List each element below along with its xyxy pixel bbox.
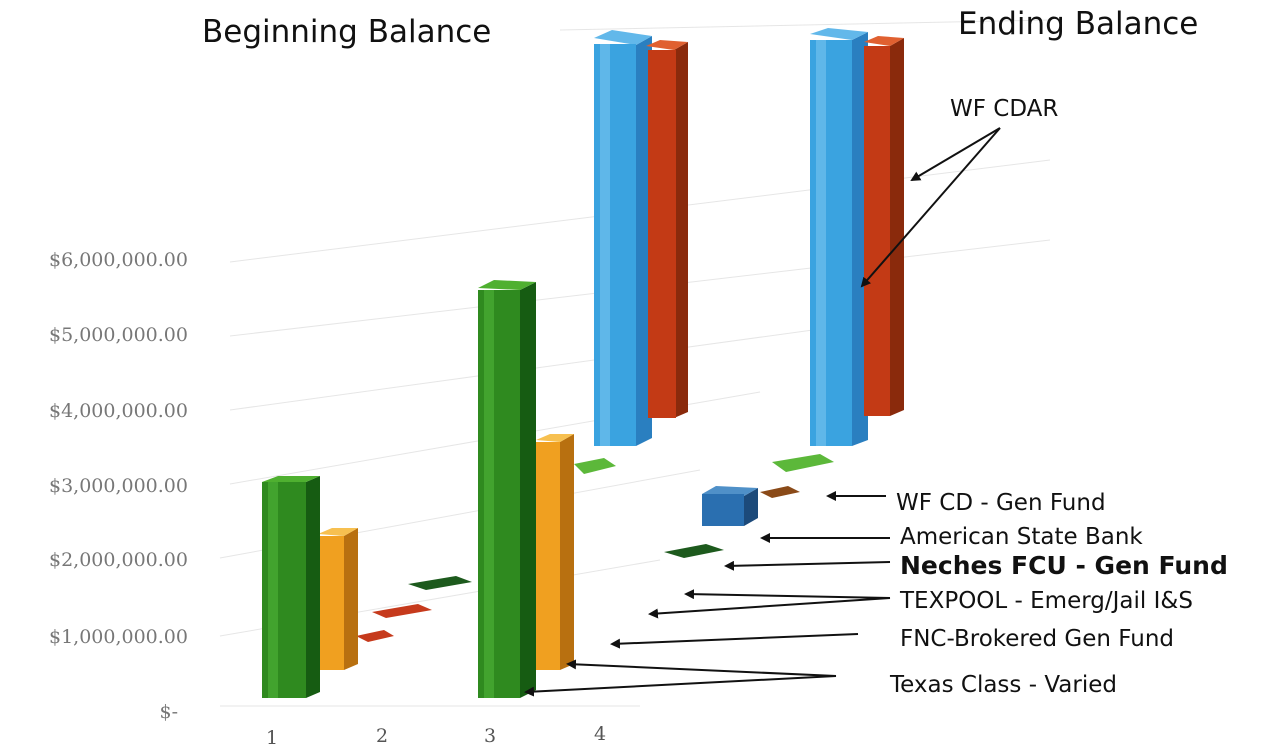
gridline [229, 317, 901, 411]
bar-face [702, 486, 758, 496]
label-texpool: TEXPOOL - Emerg/Jail I&S [899, 588, 1193, 614]
bar-face [344, 528, 358, 670]
bar-fnc-1 [318, 528, 358, 670]
arrow-texas-1 [566, 659, 837, 677]
bar-face [536, 434, 574, 442]
x-tick-2: 2 [376, 725, 388, 747]
marker-dark-green-1 [664, 544, 724, 558]
bar-face [594, 30, 652, 45]
bar-second-beginning [646, 40, 688, 418]
marker-brown [760, 486, 800, 498]
bar-front [810, 40, 852, 446]
bar-front-shine [484, 290, 494, 698]
bar-texas-1 [262, 476, 320, 698]
label-fnc: FNC-Brokered Gen Fund [900, 626, 1174, 652]
bar-front-shine [816, 40, 826, 446]
gridline [559, 19, 1051, 31]
bar-face [864, 36, 904, 46]
y-tick-2: $2,000,000.00 [49, 549, 188, 571]
bar-face [560, 434, 574, 670]
beginning-balance-title: Beginning Balance [202, 14, 491, 50]
bar-face [478, 280, 536, 290]
y-tick-0: $- [159, 701, 178, 723]
bar-wf-cdar-beginning [594, 30, 652, 446]
marker-green-light-1 [574, 458, 616, 474]
arrow-texpool-2 [648, 597, 891, 619]
label-wf-cdar: WF CDAR [950, 96, 1058, 122]
bar-wf-cdar-ending [810, 28, 868, 446]
arrow-wf-cdar-1 [910, 127, 1001, 182]
bar-front-shine [268, 482, 278, 698]
bar-face [318, 528, 358, 536]
y-tick-4: $4,000,000.00 [49, 400, 188, 422]
bar-face [890, 38, 904, 416]
label-neches: Neches FCU - Gen Fund [900, 551, 1228, 580]
bar-front [702, 494, 744, 526]
x-tick-1: 1 [266, 727, 278, 749]
bar-face [520, 282, 536, 698]
y-tick-5: $5,000,000.00 [49, 324, 188, 346]
marker-green-light-2 [772, 454, 834, 472]
arrow-wf-cdar-2 [860, 127, 1001, 288]
marker-red-2 [356, 630, 394, 642]
bar-face [262, 476, 320, 482]
bar-front [478, 290, 520, 698]
bar-front [864, 46, 890, 416]
bar-wf-cd [702, 486, 758, 526]
bar-face [306, 476, 320, 698]
bar-face [744, 488, 758, 526]
bar-face [674, 42, 688, 418]
bar-fnc-3 [536, 434, 574, 670]
arrow-texpool-1 [684, 589, 891, 600]
marker-dark-green-2 [408, 576, 472, 590]
ending-balance-title: Ending Balance [958, 6, 1198, 42]
x-tick-4: 4 [594, 723, 606, 745]
bar-front [318, 536, 344, 670]
bar-front [594, 44, 636, 446]
bar-second-ending [864, 36, 904, 416]
label-american: American State Bank [900, 524, 1143, 550]
arrow-fnc [610, 633, 859, 649]
y-tick-1: $1,000,000.00 [49, 626, 188, 648]
label-texas: Texas Class - Varied [889, 672, 1117, 698]
x-axis: 1 2 3 4 [266, 723, 606, 749]
x-tick-3: 3 [484, 725, 496, 747]
arrow-texas-2 [524, 675, 837, 697]
bar-face [810, 28, 868, 40]
bar-front [536, 442, 560, 670]
annotations: WF CDAR WF CD - Gen Fund American State … [524, 96, 1228, 698]
bar-front [648, 50, 676, 418]
y-tick-6: $6,000,000.00 [49, 249, 188, 271]
bar-front-shine [600, 44, 610, 446]
arrow-neches [724, 560, 891, 571]
bar-front [262, 482, 306, 698]
y-tick-3: $3,000,000.00 [49, 475, 188, 497]
marker-red-1 [372, 604, 432, 618]
bars [262, 28, 904, 698]
label-wf-cd: WF CD - Gen Fund [896, 490, 1106, 516]
y-axis: $- $1,000,000.00 $2,000,000.00 $3,000,00… [49, 249, 188, 723]
bar-face [646, 40, 688, 50]
bar-texas-3 [478, 280, 536, 698]
